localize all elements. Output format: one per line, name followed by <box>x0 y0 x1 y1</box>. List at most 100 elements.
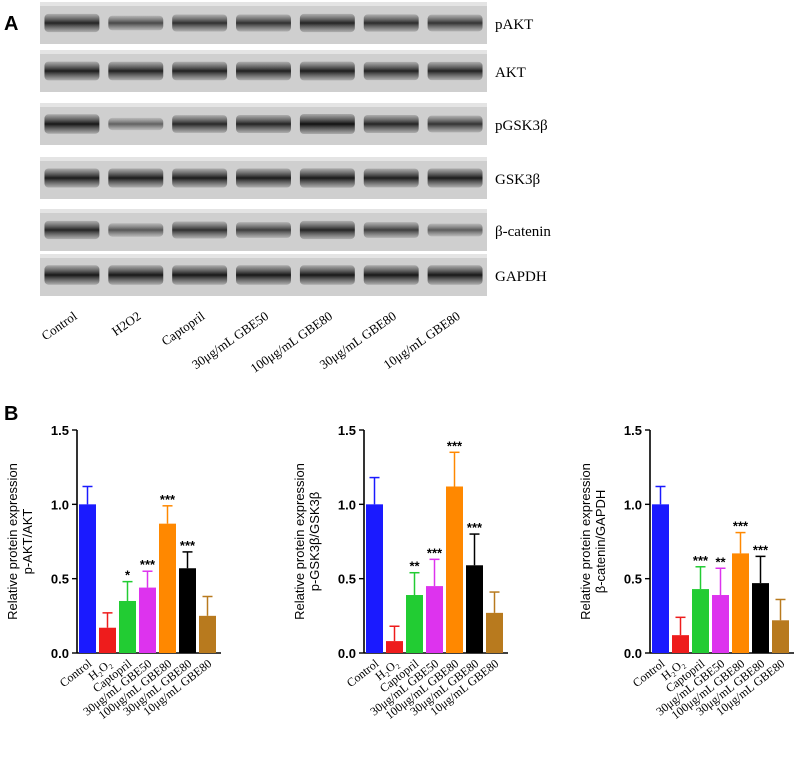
significance-mark: ** <box>409 559 420 574</box>
bar <box>486 612 503 653</box>
blot-strip-highlight <box>40 2 487 6</box>
bar <box>119 600 136 653</box>
blot-band <box>108 61 164 81</box>
blot-band <box>44 61 100 81</box>
y-tick-label: 0.5 <box>338 572 356 587</box>
bar <box>159 523 176 653</box>
blot-band <box>108 117 164 131</box>
significance-mark: *** <box>733 519 749 534</box>
y-tick-label: 0.0 <box>338 646 356 661</box>
y-axis-subtitle: p-GSK3β/GSK3β <box>307 492 322 592</box>
blot-band <box>299 168 355 188</box>
bar <box>79 504 96 653</box>
blot-band <box>427 14 483 32</box>
bar <box>406 595 423 653</box>
significance-mark: *** <box>140 557 156 572</box>
blot-strip-highlight <box>40 103 487 107</box>
panel-label-b: B <box>4 403 18 425</box>
blot-strip-highlight <box>40 50 487 54</box>
bar <box>692 589 709 653</box>
blot-band <box>44 13 100 33</box>
band-label: GSK3β <box>495 172 540 188</box>
blot-band <box>363 114 419 134</box>
bar <box>732 553 749 653</box>
significance-mark: * <box>125 568 131 583</box>
blot-band <box>427 115 483 133</box>
blot-band <box>236 168 291 188</box>
y-tick-label: 1.0 <box>51 497 69 512</box>
blot-band <box>427 265 483 285</box>
blot-band <box>108 223 164 237</box>
band-label: GAPDH <box>495 269 547 285</box>
bar-chart-2: 0.0 0.5 1.0 1.5 Relative protein expression p… <box>292 423 508 722</box>
blot-band <box>236 265 291 285</box>
y-axis-title: Relative protein expression <box>292 463 307 620</box>
blot-band <box>299 13 355 33</box>
blot-band <box>299 114 355 134</box>
blot-band <box>44 114 100 134</box>
significance-mark: *** <box>427 545 443 560</box>
y-tick-label: 0.5 <box>624 572 642 587</box>
blot-band <box>172 221 228 239</box>
blot-band <box>427 61 483 81</box>
blot-strip-highlight <box>40 254 487 258</box>
band-label: pGSK3β <box>495 118 548 134</box>
blot-band <box>427 223 483 237</box>
y-tick-label: 1.0 <box>624 497 642 512</box>
blot-band <box>427 168 483 188</box>
blot-band <box>108 265 164 285</box>
blot-band <box>363 265 419 285</box>
bar-chart-3: 0.0 0.5 1.0 1.5 Relative protein expression β… <box>578 423 794 722</box>
blot-band <box>44 220 100 240</box>
blot-band <box>172 61 228 81</box>
blot-band <box>363 168 419 188</box>
panel-label-a: A <box>4 13 18 35</box>
y-tick-label: 0.0 <box>51 646 69 661</box>
bar-chart-1: 0.0 0.5 1.0 1.5 Relative protein expression p… <box>5 423 221 722</box>
blot-band <box>236 14 291 32</box>
y-axis-title: Relative protein expression <box>578 463 593 620</box>
blot-band <box>236 114 291 134</box>
blot-band <box>299 220 355 240</box>
band-label: AKT <box>495 65 526 81</box>
blot-band <box>172 115 228 133</box>
y-tick-label: 1.5 <box>624 423 642 438</box>
blot-band <box>363 14 419 32</box>
significance-mark: *** <box>447 438 463 453</box>
bar <box>366 504 383 653</box>
bar <box>672 635 689 653</box>
blot-band <box>363 61 419 81</box>
y-tick-label: 1.0 <box>338 497 356 512</box>
blot-band <box>236 61 291 81</box>
significance-mark: *** <box>693 553 709 568</box>
bar <box>772 620 789 653</box>
blot-band <box>299 265 355 285</box>
significance-mark: *** <box>160 492 176 507</box>
significance-mark: ** <box>715 554 726 569</box>
band-label: β-catenin <box>495 224 551 240</box>
y-axis-subtitle: p-AKT/AKT <box>20 509 35 575</box>
blot-band <box>44 265 100 285</box>
blot-strip-highlight <box>40 209 487 213</box>
blot-band <box>108 168 164 188</box>
blot-strip-highlight <box>40 157 487 161</box>
blot-band <box>172 168 228 188</box>
y-tick-label: 0.0 <box>624 646 642 661</box>
y-tick-label: 1.5 <box>338 423 356 438</box>
bar <box>752 583 769 653</box>
bar <box>199 615 216 653</box>
y-tick-label: 0.5 <box>51 572 69 587</box>
western-blot: pAKT AKT pGSK3β GSK3β β-catenin GAPDH Control H… <box>38 2 551 376</box>
lane-label: Captopril <box>159 308 208 349</box>
band-label: pAKT <box>495 17 533 33</box>
bar <box>446 486 463 653</box>
bar <box>466 565 483 653</box>
y-tick-label: 1.5 <box>51 423 69 438</box>
significance-mark: *** <box>180 538 196 553</box>
y-axis-title: Relative protein expression <box>5 463 20 620</box>
bar <box>99 627 116 653</box>
bar <box>179 568 196 653</box>
blot-band <box>172 265 228 285</box>
